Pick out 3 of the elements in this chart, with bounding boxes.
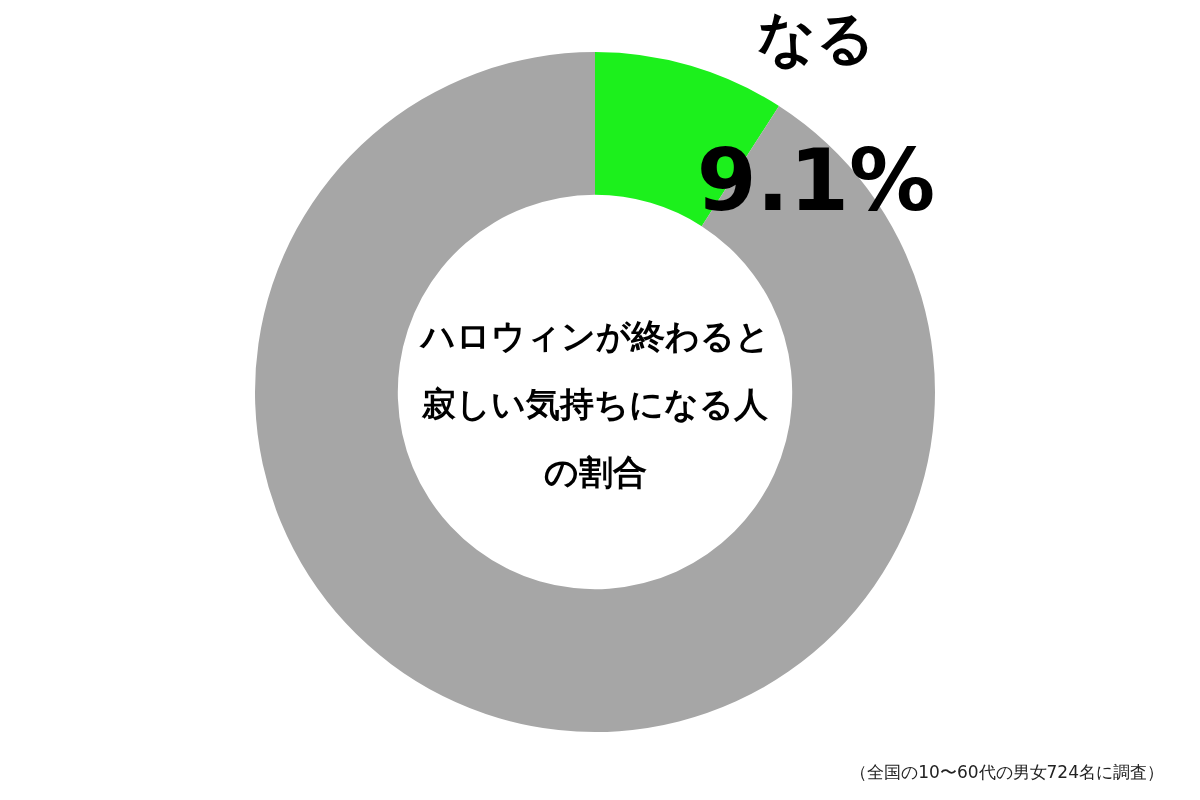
slice-label: なる [757,4,875,73]
text: （全国の10〜60代の男女724名に調査） [850,761,1164,784]
text: ハロウィンが終わると寂しい気持ちになる人の割合 [418,315,771,494]
